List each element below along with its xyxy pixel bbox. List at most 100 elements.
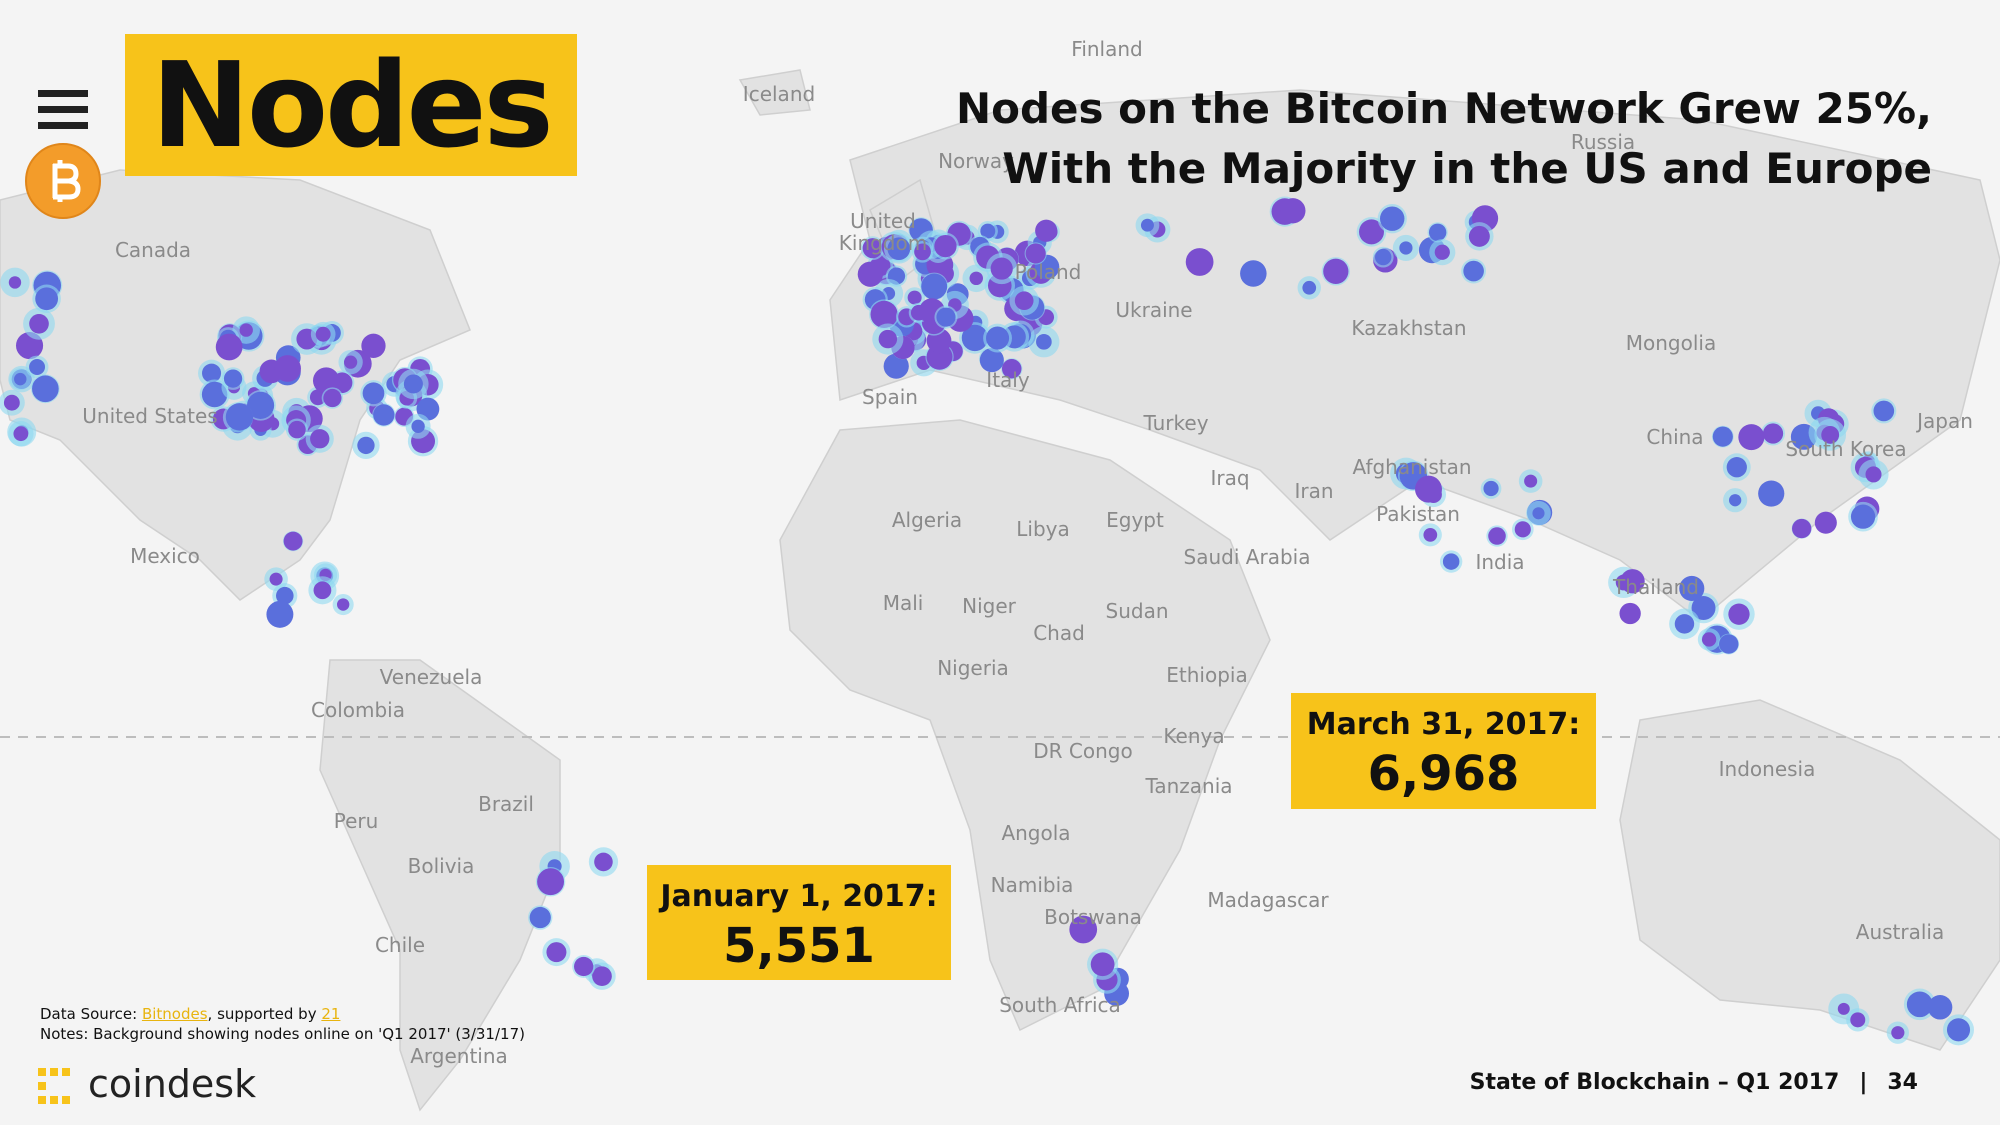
node-dot <box>1850 1012 1866 1028</box>
node-dot <box>878 329 898 349</box>
country-label: Tanzania <box>1145 774 1233 798</box>
node-dot <box>35 287 59 311</box>
node-dot <box>870 300 898 329</box>
node-dot <box>411 419 425 434</box>
country-label: China <box>1646 425 1704 449</box>
source-link[interactable]: 21 <box>321 1005 341 1023</box>
node-dot <box>857 261 883 287</box>
country-label: Japan <box>1917 409 1973 433</box>
country-label: Mongolia <box>1625 331 1717 355</box>
country-label: Iran <box>1294 479 1334 503</box>
country-label: Argentina <box>410 1044 508 1068</box>
node-dot <box>1906 991 1933 1018</box>
country-label: United States <box>82 404 218 428</box>
node-dot <box>1850 504 1876 529</box>
node-dot <box>8 276 22 289</box>
node-dot <box>274 355 301 382</box>
source-prefix: Data Source: <box>40 1005 138 1023</box>
country-label: Algeria <box>891 508 963 532</box>
brand: coindesk <box>88 1062 257 1106</box>
callout-value: 5,551 <box>723 918 875 974</box>
node-dot <box>594 852 613 872</box>
country-label: Ethiopia <box>1166 663 1248 687</box>
country-label: South Korea <box>1785 437 1907 461</box>
country-label: DR Congo <box>1033 739 1133 763</box>
node-dot <box>986 326 1010 350</box>
node-dot <box>1442 553 1460 570</box>
country-label: Peru <box>333 809 379 833</box>
country-label: Afghanistan <box>1352 455 1472 479</box>
node-dot <box>313 581 332 600</box>
title-box: Nodes <box>125 34 577 176</box>
node-dot <box>1792 518 1812 539</box>
node-dot <box>1302 280 1317 295</box>
node-dot <box>546 942 567 963</box>
node-dot <box>1375 248 1392 266</box>
country-label: Kazakhstan <box>1351 316 1467 340</box>
notes: Notes: Background showing nodes online o… <box>40 1025 525 1043</box>
node-dot <box>529 906 551 929</box>
node-dot <box>1719 634 1739 654</box>
country-label: Iceland <box>742 82 816 106</box>
country-label: Spain <box>862 385 918 409</box>
node-dot <box>1837 1002 1850 1015</box>
country-label: Finland <box>1071 37 1143 61</box>
node-dot <box>32 375 59 403</box>
source: Data Source: Bitnodes, supported by 21 <box>40 1005 340 1023</box>
country-label: United Kingdom <box>838 209 928 255</box>
node-dot <box>1434 244 1450 260</box>
node-dot <box>1240 260 1267 287</box>
node-dot <box>537 868 565 896</box>
node-dot <box>1140 218 1154 232</box>
node-dot <box>914 243 931 261</box>
node-dot <box>223 369 243 388</box>
node-dot <box>1821 425 1840 444</box>
node-dot <box>1679 575 1705 602</box>
node-dot <box>202 363 222 383</box>
bitcoin-icon <box>25 143 101 219</box>
node-dot <box>574 956 594 977</box>
country-label: Botswana <box>1044 905 1142 929</box>
country-label: Russia <box>1570 130 1636 154</box>
node-dot <box>14 372 27 386</box>
node-dot <box>215 333 243 361</box>
menu-icon <box>38 90 88 129</box>
node-dot <box>921 273 948 300</box>
country-label: Nigeria <box>937 656 1009 680</box>
node-dot <box>337 598 350 611</box>
node-dot <box>990 257 1013 280</box>
country-label: Colombia <box>311 698 405 722</box>
node-dot <box>373 404 395 426</box>
country-label: Poland <box>1014 260 1082 284</box>
node-dot <box>936 307 956 327</box>
node-dot <box>1691 596 1716 620</box>
node-dot <box>980 223 996 239</box>
node-dot <box>1380 206 1405 231</box>
node-dot <box>1738 424 1765 451</box>
country-label: Australia <box>1855 920 1945 944</box>
node-dot <box>1069 915 1098 944</box>
callout-value: 6,968 <box>1367 746 1520 802</box>
country-label: Mali <box>882 591 924 615</box>
node-dot <box>1891 1026 1905 1040</box>
node-dot <box>1399 241 1413 255</box>
node-dot <box>1758 480 1785 507</box>
node-dot <box>13 426 29 442</box>
callout: January 1, 2017: 5,551 <box>647 865 951 980</box>
node-dot <box>1619 602 1641 625</box>
node-dot <box>1090 952 1115 977</box>
node-dot <box>309 389 326 406</box>
node-dot <box>344 355 358 369</box>
node-dot <box>1468 225 1490 247</box>
node-dot <box>1463 260 1484 282</box>
node-dots <box>0 196 1975 1046</box>
country-label: Iraq <box>1210 466 1250 490</box>
node-dot <box>1620 569 1645 594</box>
node-dot <box>323 388 342 408</box>
node-dot <box>1532 507 1545 520</box>
node-dot <box>969 271 983 286</box>
node-dot <box>1873 400 1895 422</box>
node-dot <box>1674 614 1695 634</box>
source-link[interactable]: Bitnodes <box>141 1005 208 1023</box>
